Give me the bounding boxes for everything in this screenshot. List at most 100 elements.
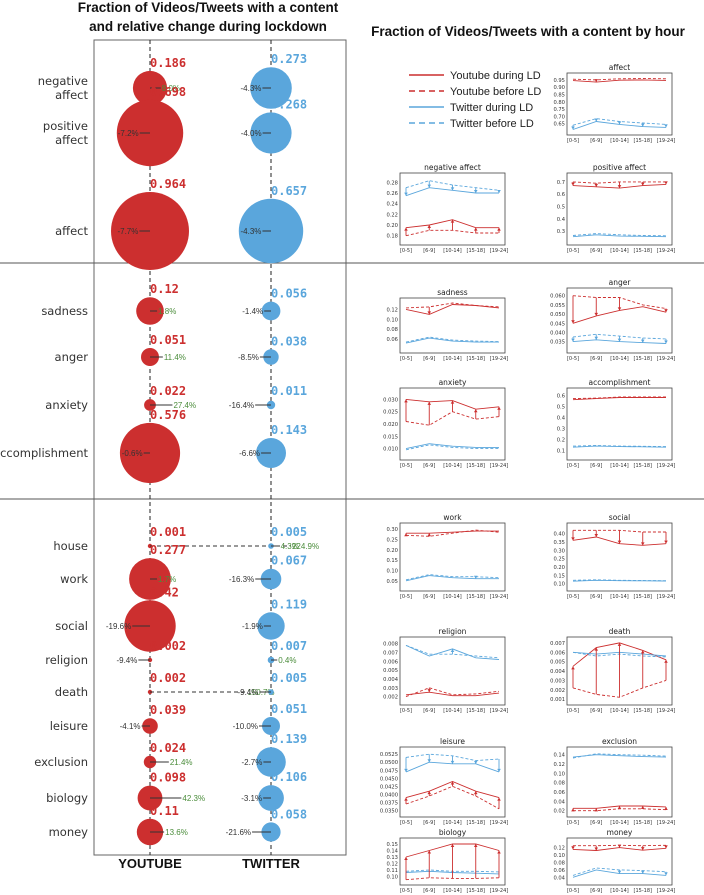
y-tick-label: 0.25 [553, 557, 565, 563]
twitter-value-label: 0.038 [271, 334, 307, 348]
mini-frame [566, 837, 673, 886]
youtube-change-label: 11.4% [164, 353, 186, 362]
series-line [572, 295, 667, 309]
y-tick-label: 0.004 [550, 669, 566, 675]
twitter-change-label: 0.4% [278, 656, 296, 665]
arrow-head [473, 760, 478, 764]
x-tick-label: [15-18] [467, 820, 485, 826]
twitter-value-label: 0.106 [271, 770, 307, 784]
category-label: affect [55, 133, 88, 147]
arrow-head [571, 126, 575, 130]
y-tick-label: 0.3 [557, 229, 565, 235]
youtube-value-label: 0.039 [150, 703, 186, 717]
category-label: leisure [50, 719, 88, 733]
y-tick-label: 0.70 [553, 114, 565, 120]
arrow-head [664, 124, 668, 128]
y-tick-label: 0.0350 [380, 808, 398, 814]
category-label: anger [55, 350, 89, 364]
series-line [405, 411, 500, 426]
series-line [405, 687, 500, 698]
hourly-chart: anxiety 0.030 0.025 0.020 0.015 0.010 [0-5] [6-… [383, 378, 508, 469]
arrow-head [664, 540, 668, 544]
y-tick-label: 0.35 [553, 540, 565, 546]
y-tick-label: 0.04 [553, 875, 565, 881]
y-tick-label: 0.22 [386, 212, 398, 218]
x-tick-label: [19-24] [490, 248, 508, 254]
category-label: money [49, 825, 89, 839]
series-line [405, 443, 499, 450]
series-line [572, 869, 667, 878]
panel-frame [93, 39, 347, 856]
y-tick-label: 0.1 [557, 448, 565, 454]
series-line [572, 183, 667, 189]
arrow-head [404, 227, 408, 231]
x-tick-label: [6-9] [423, 708, 435, 714]
mini-title: religion [439, 627, 467, 636]
arrow-head [617, 806, 622, 810]
y-tick-label: 0.25 [386, 537, 398, 543]
hourly-chart: death 0.007 0.006 0.005 0.004 0.003 0.002 0.001… [550, 627, 675, 714]
y-tick-label: 0.08 [553, 860, 565, 866]
category-label: accomplishment [0, 446, 88, 460]
arrow-head [640, 806, 645, 810]
arrow-head [404, 399, 408, 403]
y-tick-label: 0.75 [553, 107, 565, 113]
y-tick-label: 0.035 [550, 340, 565, 346]
y-tick-label: 0.060 [550, 294, 565, 300]
y-tick-label: 0.007 [550, 641, 565, 647]
y-tick-label: 0.80 [553, 100, 565, 106]
x-tick-label: [0-5] [567, 463, 579, 469]
series-line [405, 398, 500, 410]
hourly-chart: affect 0.950.90 0.850.800.750.70 0.65 [0-5] [… [553, 63, 675, 144]
twitter-change-label: -8.5% [238, 353, 259, 362]
legend-label: Twitter during LD [450, 102, 533, 114]
y-tick-label: 0.20 [386, 223, 398, 229]
hourly-chart: biology 0.150.140.130.120.110.10 [0-5] [6-9… [386, 828, 508, 894]
youtube-change-label: 27.4% [173, 401, 196, 410]
mini-title: social [609, 513, 630, 522]
category-label: positive [43, 119, 88, 133]
youtube-change-label: 1.7% [158, 575, 176, 584]
arrow-head [497, 768, 501, 772]
y-tick-label: 0.65 [553, 122, 565, 128]
arrow-head [664, 806, 668, 810]
series-line [572, 847, 667, 851]
x-tick-label: [15-18] [634, 248, 652, 254]
series-line [572, 333, 667, 340]
twitter-change-label: -16.3% [229, 575, 254, 584]
x-tick-label: [10-14] [610, 820, 628, 826]
arrow-head [571, 808, 575, 812]
y-tick-label: 0.002 [383, 695, 398, 701]
arrow-head [617, 338, 622, 342]
x-tick-label: [6-9] [590, 138, 602, 144]
mini-title: exclusion [602, 737, 637, 746]
legend-label: Twitter before LD [450, 118, 534, 130]
x-tick-label: [0-5] [567, 248, 579, 254]
twitter-value-label: 0.119 [271, 597, 307, 611]
y-tick-label: 0.12 [386, 307, 398, 313]
twitter-change-label: -10.0% [233, 722, 258, 731]
youtube-value-label: 0.024 [150, 741, 186, 755]
y-tick-label: 0.040 [550, 330, 565, 336]
youtube-value-label: 0.964 [150, 177, 186, 191]
series-line [572, 579, 667, 582]
column-label-twitter: TWITTER [242, 856, 300, 871]
series-line [573, 805, 667, 809]
series-line [405, 753, 500, 762]
series-line [405, 337, 499, 344]
mini-title: positive affect [593, 163, 646, 172]
hourly-chart: religion 0.008 0.007 0.006 0.005 0.004 0.003 0.… [383, 627, 508, 714]
arrow-head [404, 192, 408, 196]
x-tick-label: [10-14] [443, 463, 461, 469]
x-tick-label: [0-5] [400, 356, 412, 362]
y-tick-label: 0.95 [553, 78, 565, 84]
series-line [572, 536, 667, 546]
series-line [572, 181, 666, 184]
twitter-value-label: 0.273 [271, 52, 307, 66]
x-tick-label: [19-24] [490, 820, 508, 826]
mini-frame [566, 636, 673, 706]
y-tick-label: 0.010 [383, 447, 398, 453]
x-tick-label: [15-18] [634, 463, 652, 469]
y-tick-label: 0.90 [553, 85, 565, 91]
mini-frame [399, 636, 506, 706]
